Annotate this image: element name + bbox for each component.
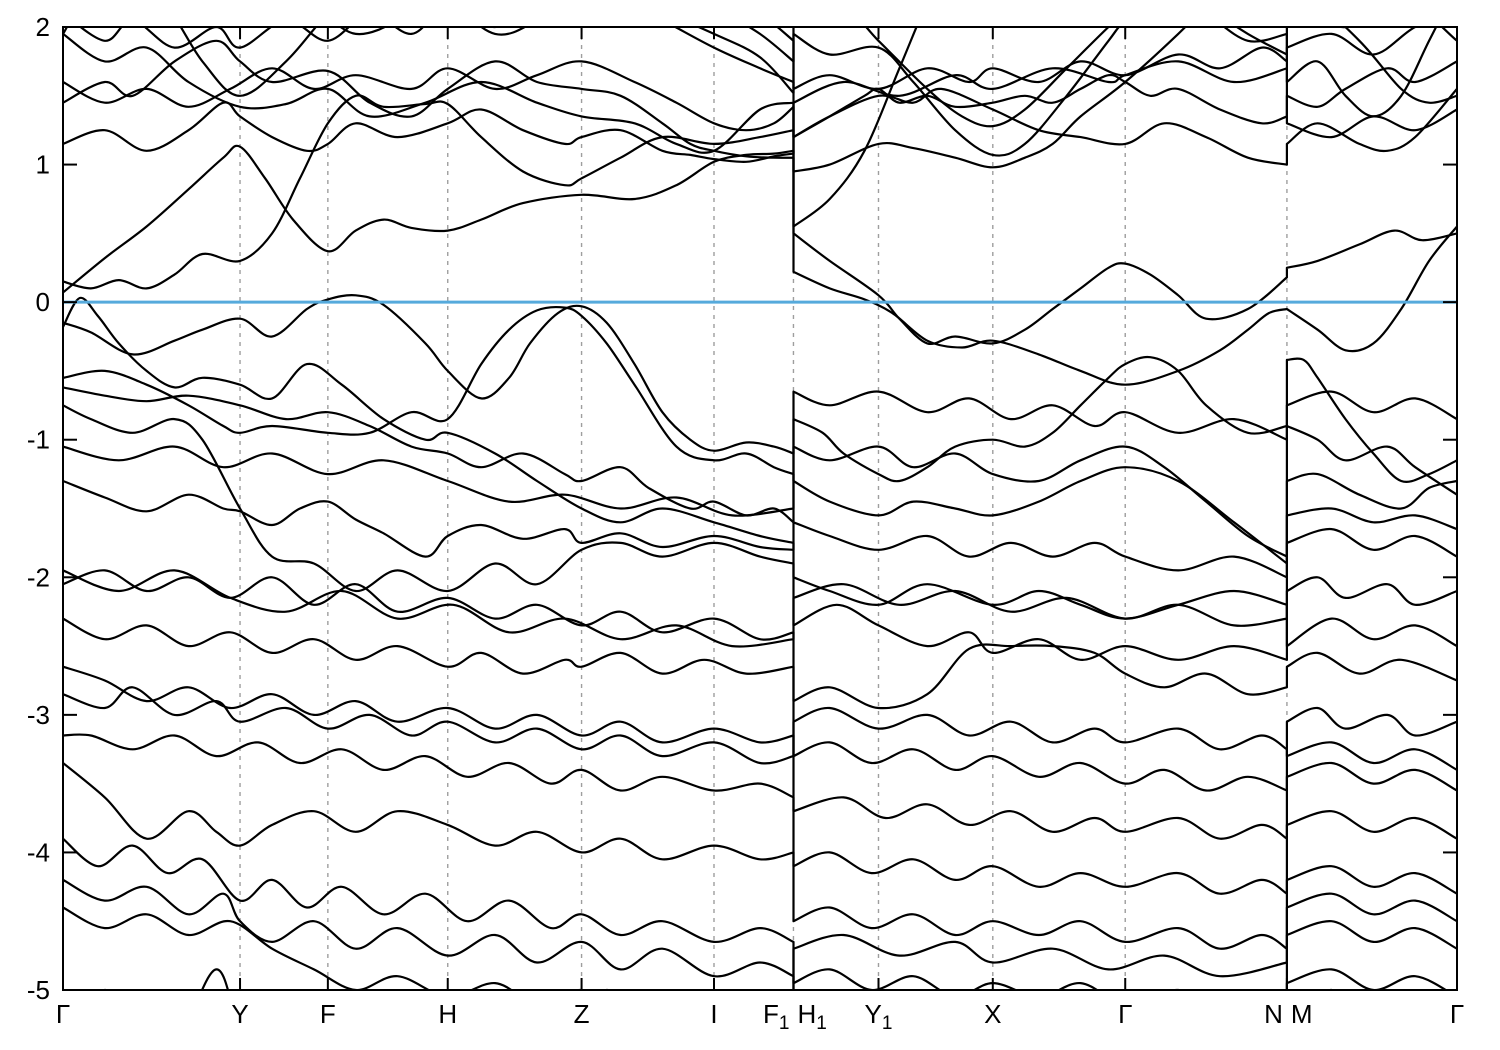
energy-tick-label: 0 bbox=[36, 287, 50, 317]
kpoint-label: I bbox=[710, 999, 717, 1029]
band-curve bbox=[63, 686, 1457, 771]
band-curve bbox=[63, 293, 1457, 483]
band-curve bbox=[78, 27, 1418, 91]
band-curve bbox=[63, 733, 1457, 895]
band-curve bbox=[63, 762, 1457, 950]
band-curve bbox=[338, 27, 1438, 157]
band-curve bbox=[102, 968, 1335, 990]
band-curve bbox=[63, 27, 1457, 294]
kpoint-label: M bbox=[1291, 999, 1313, 1029]
band-curve bbox=[63, 404, 1457, 661]
energy-tick-label: -5 bbox=[27, 975, 50, 1005]
band-curve bbox=[63, 60, 1457, 139]
band-curve bbox=[63, 569, 1457, 710]
kpoint-label: F1 bbox=[763, 999, 789, 1034]
band-curve bbox=[63, 306, 1457, 565]
band-curve bbox=[63, 39, 1457, 346]
band-curve bbox=[63, 296, 1457, 648]
energy-tick-label: 1 bbox=[36, 150, 50, 180]
band-curve bbox=[63, 665, 1457, 840]
band-curve bbox=[63, 837, 1457, 990]
energy-tick-label: -3 bbox=[27, 700, 50, 730]
energy-tick-label: -4 bbox=[27, 837, 50, 867]
band-curve bbox=[63, 878, 1448, 990]
kpoint-label: Γ bbox=[56, 999, 70, 1029]
gridlines-group bbox=[239, 27, 1288, 990]
kpoint-label: H1 bbox=[797, 999, 826, 1034]
kpoint-label: Z bbox=[574, 999, 590, 1029]
kpoint-label: F bbox=[320, 999, 336, 1029]
kpoint-label: X bbox=[984, 999, 1001, 1029]
band-curve bbox=[63, 386, 1457, 558]
band-curve bbox=[63, 60, 1457, 163]
band-curve bbox=[63, 390, 1457, 517]
plot-frame bbox=[62, 26, 1458, 991]
energy-tick-label: -2 bbox=[27, 562, 50, 592]
energy-tick-label: -1 bbox=[27, 425, 50, 455]
energy-tick-label: 2 bbox=[36, 12, 50, 42]
kpoint-label: N bbox=[1264, 999, 1283, 1029]
kpoint-label: Y1 bbox=[865, 999, 893, 1034]
labels-group: 210-1-2-3-4-5Γ Y F H Z I F1 H1 Y1 X Γ N M Γ bbox=[27, 12, 1464, 1034]
band-curve bbox=[63, 617, 1457, 792]
ticks-group bbox=[62, 26, 1458, 991]
kpoint-label: Γ bbox=[1118, 999, 1132, 1029]
kpoint-label: Γ bbox=[1450, 999, 1464, 1029]
band-curve bbox=[63, 32, 1457, 386]
band-curve bbox=[775, 27, 1457, 228]
kpoint-label: Y bbox=[231, 999, 248, 1029]
bands-group bbox=[63, 27, 1457, 990]
band-curve bbox=[63, 87, 1457, 290]
band-curve bbox=[63, 892, 1457, 990]
kpoint-label: H bbox=[438, 999, 457, 1029]
band-curve bbox=[63, 479, 1457, 579]
